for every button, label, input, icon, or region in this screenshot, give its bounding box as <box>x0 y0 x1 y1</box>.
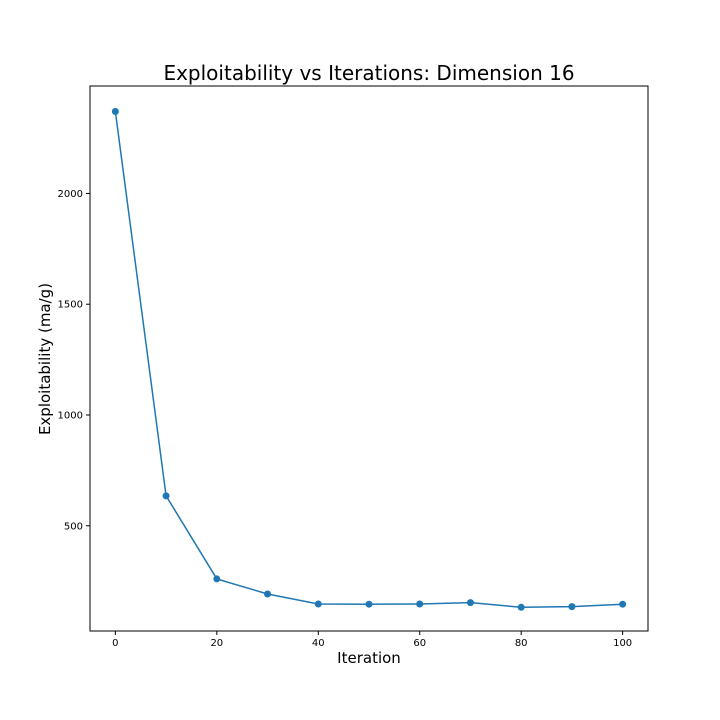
y-tick-label: 1000 <box>58 410 83 421</box>
x-tick-label: 40 <box>312 638 325 649</box>
data-point <box>517 603 525 611</box>
x-tick-label: 80 <box>515 638 528 649</box>
y-tick-label: 2000 <box>58 189 83 200</box>
x-axis-label: Iteration <box>337 649 401 667</box>
y-tick-label: 500 <box>64 521 83 532</box>
data-point <box>466 599 474 607</box>
data-point <box>365 600 373 608</box>
x-axis: 0 20 40 60 80 100 <box>112 631 632 649</box>
x-tick-label: 0 <box>112 638 118 649</box>
data-point <box>162 492 170 500</box>
y-axis-label: Exploitability (ma/g) <box>36 283 54 435</box>
data-point <box>619 600 627 608</box>
data-point <box>111 107 119 115</box>
y-tick-label: 1500 <box>58 300 83 311</box>
data-point <box>213 575 221 583</box>
x-tick-label: 100 <box>613 638 632 649</box>
data-point <box>314 600 322 608</box>
chart-title: Exploitability vs Iterations: Dimension … <box>163 61 574 85</box>
data-point <box>264 590 272 598</box>
data-point <box>568 603 576 611</box>
data-point <box>416 600 424 608</box>
plot-area-frame <box>89 85 649 632</box>
x-tick-label: 20 <box>210 638 223 649</box>
series-layer <box>111 107 627 611</box>
x-tick-label: 60 <box>413 638 426 649</box>
y-axis: 500 1000 1500 2000 <box>58 189 90 532</box>
